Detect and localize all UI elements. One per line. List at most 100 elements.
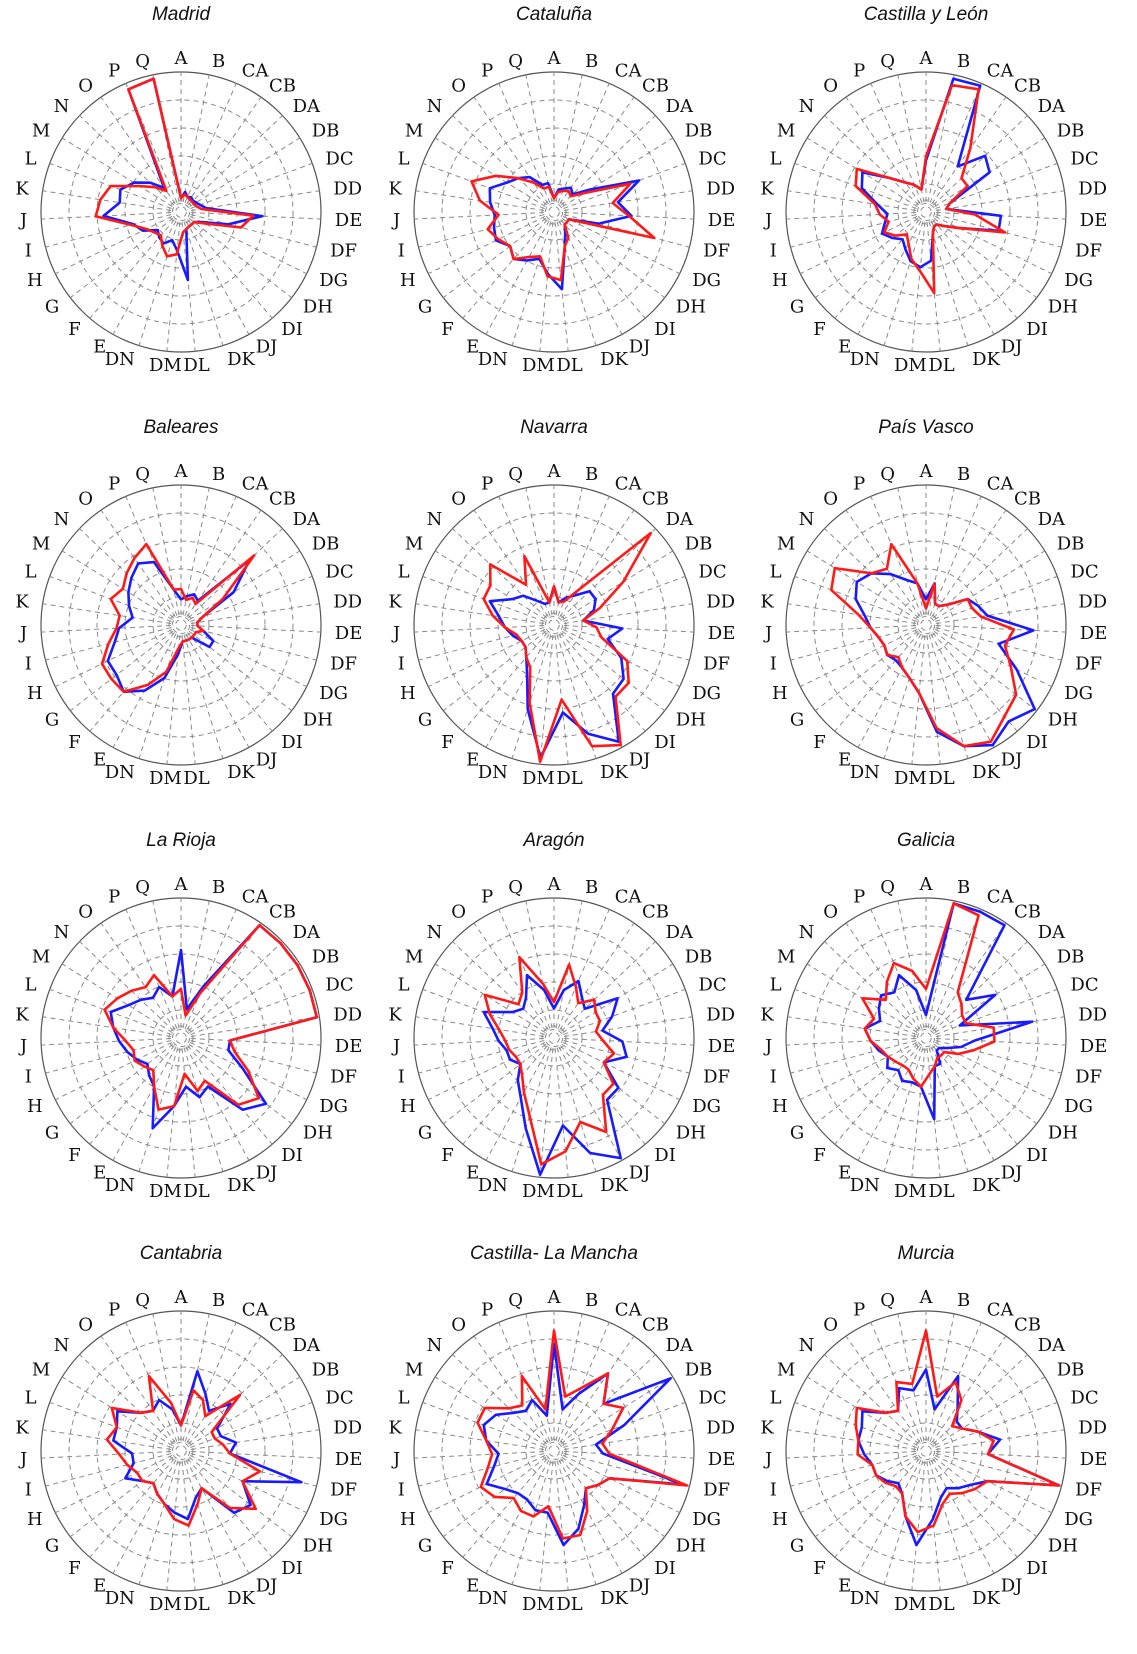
spoke	[152, 1313, 180, 1442]
spoke	[786, 1038, 917, 1046]
spoke	[462, 632, 548, 732]
spoke	[188, 217, 293, 299]
axis-label: DK	[972, 1175, 1000, 1196]
axis-label: DE	[1080, 1449, 1108, 1470]
axis-label: L	[770, 1388, 782, 1409]
spoke	[414, 625, 545, 633]
spoke	[834, 632, 920, 732]
panel-title: Castilla y León	[864, 4, 989, 25]
axis-label: K	[388, 1005, 402, 1026]
spoke	[473, 96, 549, 205]
axis-label: N	[427, 1335, 443, 1356]
axis-label: A	[174, 48, 189, 69]
spoke	[190, 1429, 320, 1450]
spoke	[857, 1046, 922, 1161]
axis-label: DC	[698, 562, 726, 583]
grid-ring	[897, 1009, 955, 1067]
axis-label: DM	[149, 1594, 182, 1615]
spoke	[787, 190, 917, 211]
spoke	[554, 1460, 569, 1591]
axis-label: N	[427, 96, 443, 117]
spoke	[800, 215, 918, 275]
spoke	[415, 1016, 545, 1037]
axis-label: DN	[105, 349, 135, 370]
axis-label: DB	[312, 534, 340, 555]
axis-label: DD	[706, 592, 735, 613]
axis-label: DF	[703, 654, 730, 675]
spoke	[125, 496, 178, 617]
axis-label: CB	[269, 489, 296, 510]
spoke	[814, 217, 919, 299]
spoke	[559, 1335, 635, 1444]
spoke	[45, 1453, 172, 1487]
axis-label: DB	[685, 947, 713, 968]
axis-label: DA	[666, 922, 694, 943]
grid-ring	[813, 925, 1039, 1151]
axis-label: DE	[335, 1036, 363, 1057]
axis-label: I	[770, 241, 777, 262]
spoke	[560, 219, 646, 319]
axis-label: DH	[303, 709, 333, 730]
hub-ring	[544, 1028, 564, 1048]
spoke	[929, 909, 982, 1030]
spoke	[563, 1016, 693, 1037]
spoke	[189, 628, 307, 688]
grid-ring	[441, 99, 667, 325]
axis-label: DM	[522, 1594, 555, 1615]
axis-label: H	[27, 683, 43, 704]
axis-label: K	[388, 1418, 402, 1439]
series-line-2	[94, 77, 255, 258]
axis-label: DE	[335, 623, 363, 644]
axis-label: L	[398, 562, 410, 583]
axis-label: K	[15, 592, 29, 613]
axis-label: F	[441, 732, 454, 753]
axis-label: DA	[1038, 96, 1066, 117]
axis-label: DL	[928, 1181, 954, 1202]
spoke	[187, 219, 273, 319]
panel-title: País Vasco	[878, 417, 973, 438]
axis-label: E	[838, 337, 851, 358]
spoke	[414, 1451, 545, 1459]
spoke	[185, 1046, 250, 1161]
spoke	[525, 74, 553, 203]
spoke	[834, 219, 920, 319]
axis-label: DB	[685, 534, 713, 555]
axis-label: CA	[987, 473, 1015, 494]
axis-label: DJ	[256, 1163, 278, 1184]
spoke	[89, 1458, 175, 1558]
spoke	[935, 1401, 1058, 1448]
spoke	[557, 496, 610, 617]
axis-label: K	[760, 592, 774, 613]
axis-label: L	[25, 975, 37, 996]
spoke	[806, 550, 918, 621]
spoke	[190, 575, 313, 622]
hub-ring	[175, 619, 187, 631]
spoke	[89, 1045, 175, 1145]
axis-label: DA	[293, 96, 321, 117]
spoke	[800, 628, 918, 688]
axis-label: CA	[615, 60, 643, 81]
axis-label: G	[790, 296, 804, 317]
axis-label: DD	[706, 1418, 735, 1439]
outer-ring	[40, 484, 322, 766]
spoke	[931, 509, 1007, 618]
axis-label: DN	[105, 1588, 135, 1609]
spoke	[911, 634, 926, 765]
axis-label: E	[93, 337, 106, 358]
axis-label: J	[391, 1036, 400, 1057]
spoke	[559, 509, 635, 618]
spoke	[561, 630, 666, 712]
axis-label: A	[174, 1287, 189, 1308]
axis-label: DD	[706, 179, 735, 200]
spoke	[563, 988, 686, 1035]
spoke	[563, 627, 690, 661]
axis-label: M	[405, 121, 423, 142]
spoke	[462, 219, 548, 319]
spoke	[814, 1043, 919, 1125]
axis-label: DN	[105, 1175, 135, 1196]
spoke	[845, 96, 921, 205]
axis-label: Q	[508, 877, 523, 898]
axis-label: O	[451, 76, 466, 97]
hub-ring	[175, 206, 187, 218]
